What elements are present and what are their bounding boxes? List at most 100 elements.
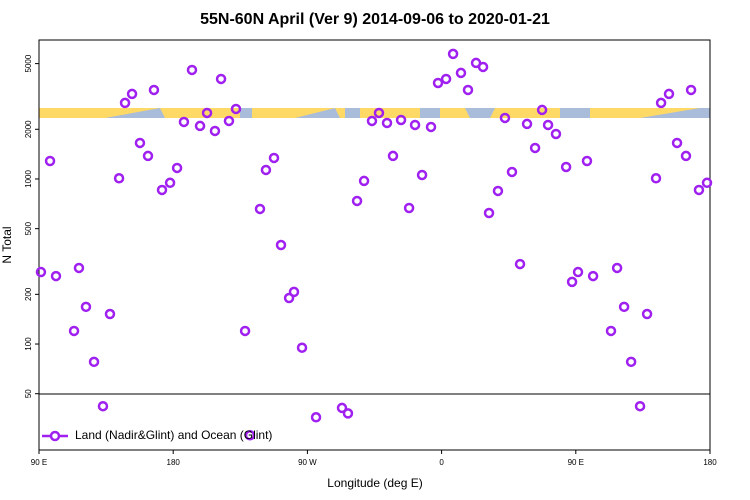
x-axis-label: Longitude (deg E): [327, 476, 422, 490]
point: [521, 118, 533, 130]
point: [73, 262, 85, 274]
point: [650, 173, 662, 184]
legend-marker: [49, 430, 61, 442]
point: [560, 161, 572, 173]
point: [104, 308, 116, 320]
point: [693, 184, 705, 196]
point: [156, 184, 168, 196]
point: [529, 142, 541, 154]
point: [403, 202, 415, 214]
point: [492, 185, 504, 197]
point: [366, 115, 378, 127]
x-tick-label: 0: [439, 458, 444, 467]
point: [342, 408, 354, 419]
legend-label: Land (Nadir&Glint) and Ocean (Glint): [75, 428, 272, 442]
point: [142, 150, 154, 162]
point: [336, 402, 348, 414]
point: [126, 88, 138, 100]
point: [275, 239, 287, 251]
point: [641, 308, 653, 320]
plot-frame: [38, 39, 711, 451]
point: [260, 164, 272, 176]
point: [148, 84, 160, 96]
point: [618, 301, 630, 313]
point: [283, 292, 295, 304]
point: [685, 84, 697, 96]
chart-title: 55N-60N April (Ver 9) 2014-09-06 to 2020…: [200, 11, 550, 28]
point: [268, 152, 280, 164]
x-tick-label: 90 E: [31, 458, 47, 467]
point: [171, 162, 183, 174]
point: [634, 400, 646, 412]
point: [113, 173, 125, 184]
point: [288, 286, 300, 298]
y-tick-label: 500: [24, 221, 33, 235]
point: [572, 266, 584, 278]
y-tick-label: 200: [24, 287, 33, 301]
point: [506, 166, 518, 178]
x-tick-label: 90 E: [568, 458, 584, 467]
x-tick-label: 180: [703, 458, 717, 467]
point: [50, 270, 62, 282]
point: [134, 137, 146, 149]
point: [483, 207, 495, 219]
point: [499, 112, 511, 124]
point: [119, 97, 131, 109]
point: [194, 120, 206, 132]
point: [416, 169, 428, 181]
point: [97, 400, 109, 412]
point: [462, 84, 474, 96]
point: [680, 150, 692, 162]
point: [477, 61, 489, 73]
point: [409, 119, 421, 131]
point: [387, 150, 399, 162]
point: [254, 203, 266, 215]
point: [358, 175, 370, 187]
y-tick-label: 1000: [24, 170, 33, 188]
point: [178, 116, 190, 128]
x-tick-label: 180: [167, 458, 181, 467]
point: [440, 73, 452, 85]
point: [244, 430, 256, 441]
point: [395, 114, 407, 126]
point: [164, 177, 176, 189]
point: [447, 48, 459, 60]
point: [68, 325, 80, 337]
point: [373, 107, 385, 119]
point: [550, 128, 562, 140]
y-tick-label: 50: [24, 389, 33, 398]
point: [455, 67, 467, 79]
point: [514, 258, 526, 270]
point: [425, 121, 437, 133]
y-tick-label: 100: [24, 337, 33, 351]
point: [542, 119, 554, 131]
point: [296, 342, 308, 353]
point: [671, 137, 683, 149]
point: [611, 262, 623, 274]
point: [432, 77, 444, 89]
point: [625, 356, 637, 368]
point: [230, 103, 242, 115]
point: [239, 325, 251, 337]
point: [80, 301, 92, 313]
y-tick-label: 5000: [24, 54, 33, 72]
point: [663, 88, 675, 100]
point: [201, 107, 213, 119]
point: [44, 155, 56, 167]
point: [381, 117, 393, 129]
point: [655, 97, 667, 109]
point: [88, 356, 100, 368]
point: [536, 104, 548, 116]
y-tick-label: 2000: [24, 120, 33, 138]
point: [351, 195, 363, 207]
point: [566, 276, 578, 288]
point: [581, 155, 593, 167]
point: [605, 325, 617, 337]
point: [186, 64, 198, 76]
point: [215, 73, 227, 85]
x-tick-label: 90 W: [298, 458, 317, 467]
point: [310, 412, 322, 423]
point: [223, 115, 235, 127]
point: [209, 125, 221, 137]
